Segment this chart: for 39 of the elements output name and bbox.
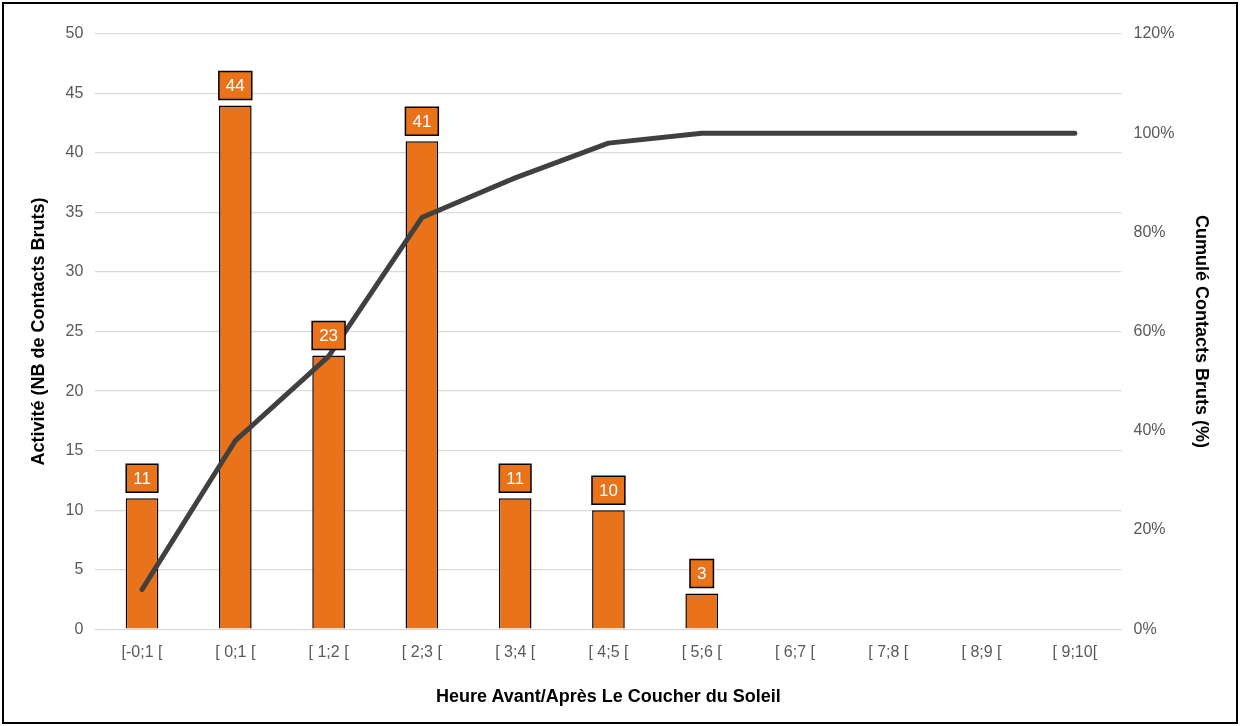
y2-tick-label: 80% — [1133, 222, 1166, 240]
data-label: 11 — [506, 468, 524, 488]
y-tick-label: 35 — [65, 202, 84, 220]
data-label: 10 — [598, 480, 618, 500]
y2-tick-label: 20% — [1133, 520, 1166, 538]
x-tick-label: [ 4;5 [ — [588, 643, 629, 661]
x-tick-label: [ 6;7 [ — [774, 643, 816, 661]
y-tick-label: 50 — [65, 24, 84, 42]
x-tick-label: [ 3;4 [ — [495, 643, 536, 661]
y-tick-label: 30 — [65, 262, 84, 280]
y2-tick-label: 60% — [1133, 322, 1166, 340]
y2-tick-label: 120% — [1133, 24, 1175, 42]
y-tick-label: 45 — [65, 83, 84, 101]
x-tick-label: [-0;1 [ — [121, 643, 164, 661]
x-axis-title: Heure Avant/Après Le Coucher du Soleil — [436, 686, 781, 707]
y-tick-label: 20 — [65, 381, 84, 399]
y2-axis-title: Cumulé Contacts Bruts (%) — [1192, 215, 1213, 449]
data-label: 44 — [225, 76, 245, 96]
y2-tick-label: 40% — [1133, 421, 1166, 439]
data-label: 23 — [319, 326, 339, 346]
data-label: 11 — [133, 468, 151, 488]
x-tick-label: [ 8;9 [ — [961, 643, 1003, 661]
x-tick-label: [ 7;8 [ — [868, 643, 909, 661]
data-label: 41 — [412, 111, 432, 131]
y-tick-label: 15 — [65, 441, 84, 459]
y-tick-label: 0 — [74, 619, 84, 637]
y2-tick-label: 0% — [1133, 619, 1157, 637]
y-tick-label: 10 — [65, 500, 84, 518]
x-tick-label: [ 5;6 [ — [681, 643, 723, 661]
x-tick-label: [ 0;1 [ — [215, 643, 256, 661]
data-label: 3 — [696, 564, 707, 584]
y2-tick-label: 100% — [1133, 123, 1175, 141]
x-tick-label: [ 1;2 [ — [308, 643, 350, 661]
y-tick-label: 40 — [65, 143, 84, 161]
x-tick-label: [ 2;3 [ — [401, 643, 443, 661]
x-tick-label: [ 9;10[ — [1052, 643, 1098, 661]
y-tick-label: 5 — [74, 560, 84, 578]
y-axis-title: Activité (NB de Contacts Bruts) — [27, 197, 48, 466]
y-tick-label: 25 — [65, 322, 84, 340]
